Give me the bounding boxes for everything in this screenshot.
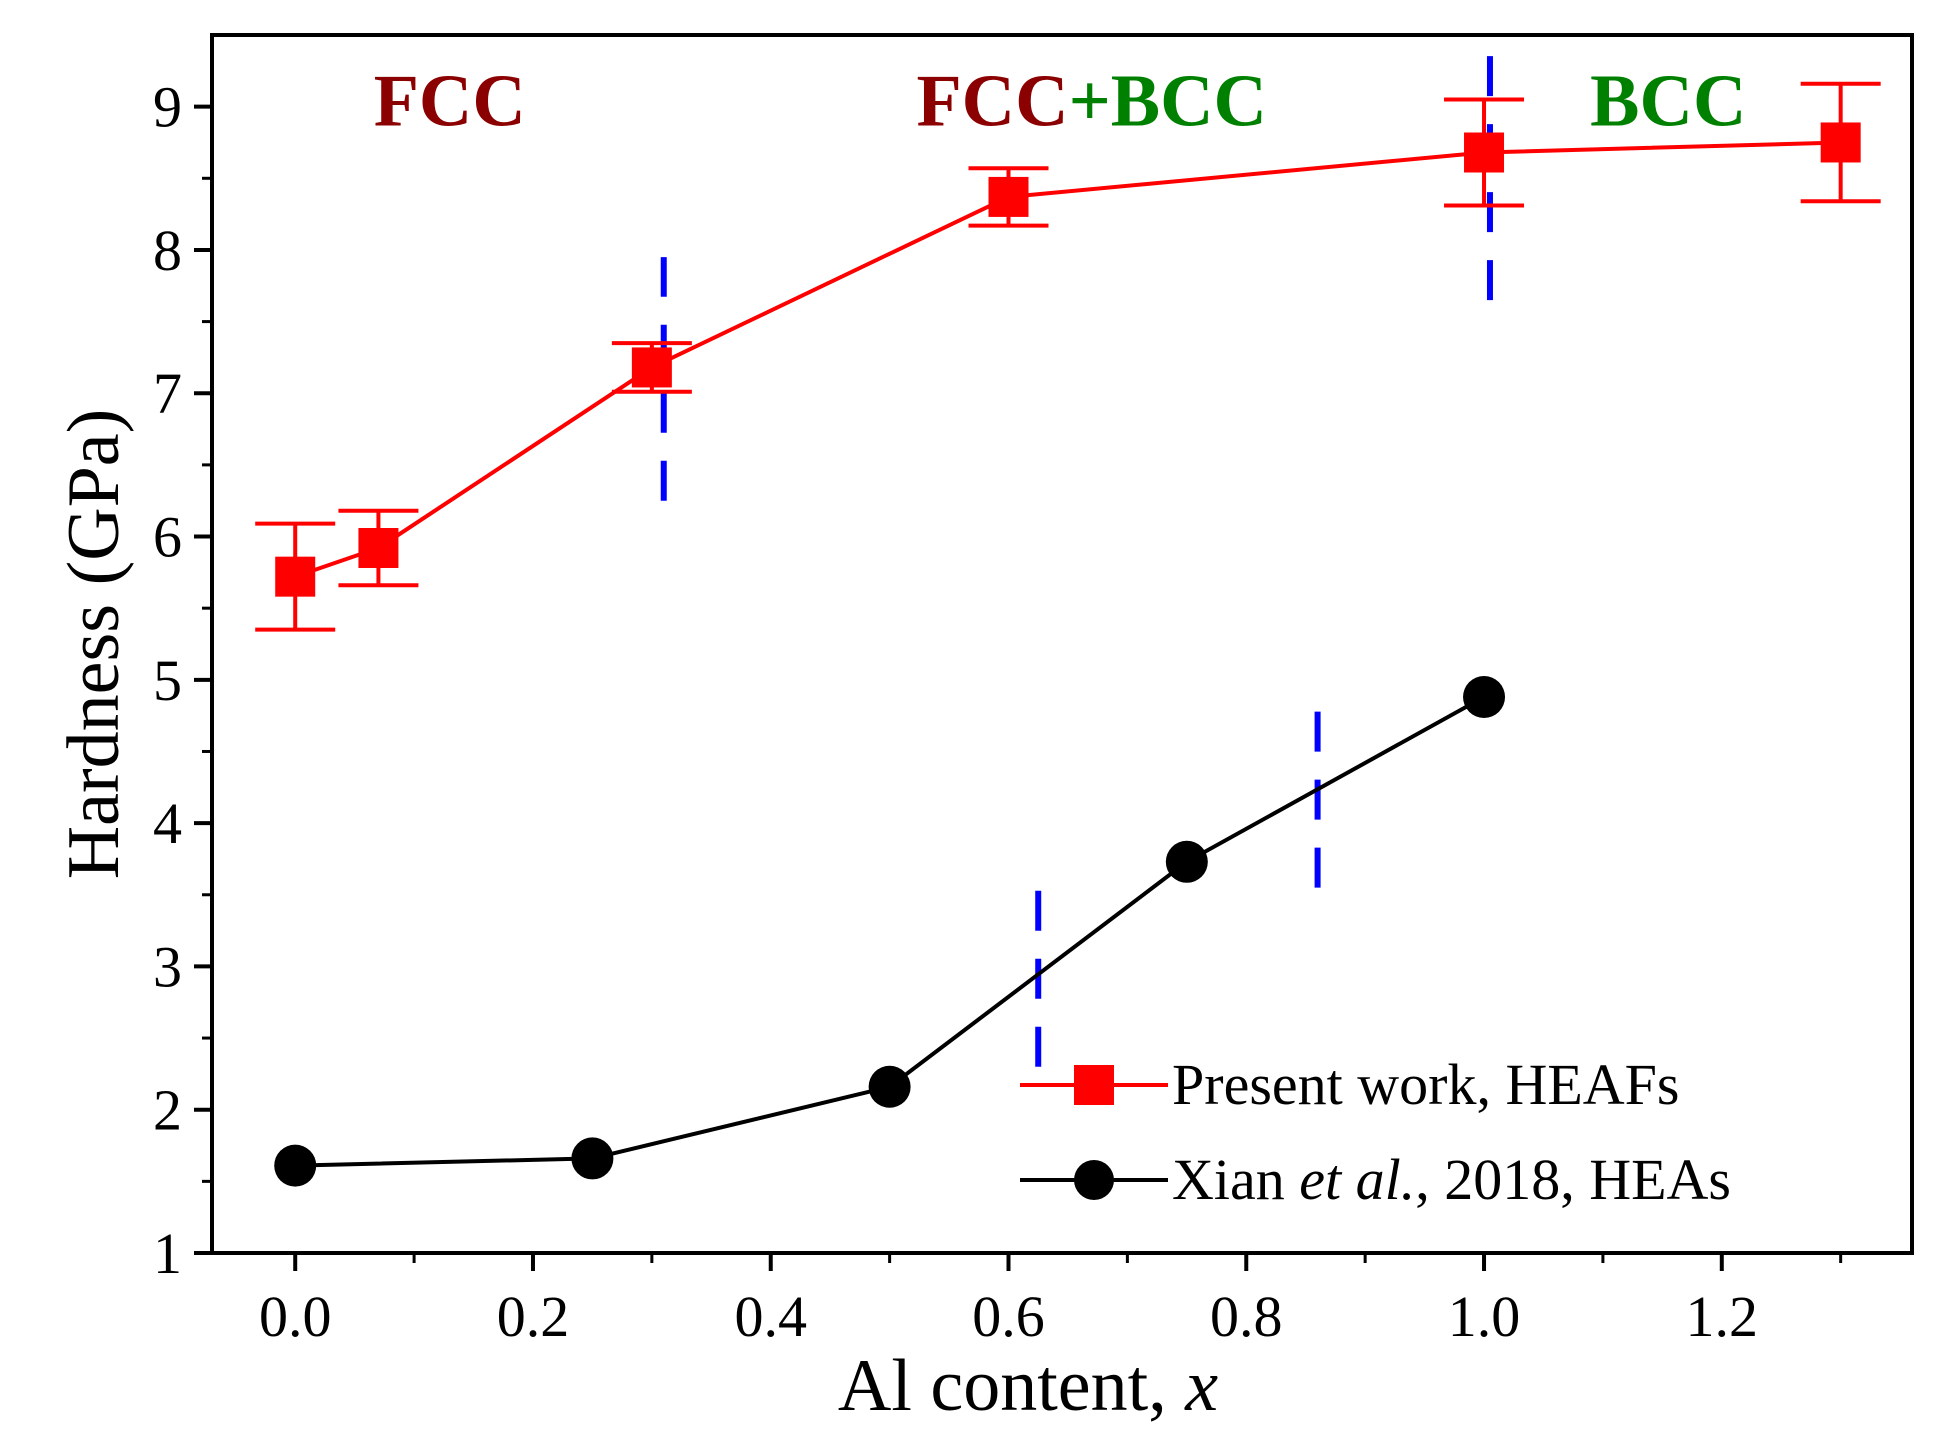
data-point-heas <box>1463 676 1506 719</box>
axes-layer: 0.0 0.2 0.4 0.6 0.8 1.0 1.2 1 2 3 4 5 6 7 8 9 <box>153 75 1843 1349</box>
data-point-heafs <box>358 527 399 568</box>
plot-frame <box>210 33 1914 1255</box>
y-tick-label: 9 <box>153 75 182 140</box>
x-tick-label: 0.0 <box>259 1284 332 1349</box>
phase-boundary-lines <box>660 35 1493 1067</box>
y-tick-label: 3 <box>153 934 182 999</box>
data-point-heafs <box>275 556 316 597</box>
y-tick-label: 7 <box>153 361 182 426</box>
legend: Present work, HEAFs Xian et al., 2018, H… <box>1020 1052 1731 1212</box>
x-axis-title: Al content, x <box>838 1345 1218 1427</box>
series-layer <box>255 81 1881 1187</box>
x-tick-label: 1.2 <box>1686 1284 1759 1349</box>
data-point-heafs <box>1464 132 1505 173</box>
data-point-heas <box>274 1144 317 1187</box>
data-point-heafs <box>988 176 1029 217</box>
y-tick-label: 8 <box>153 218 182 283</box>
y-tick-label: 1 <box>153 1221 182 1286</box>
y-tick-label: 5 <box>153 648 182 713</box>
y-tick-label: 4 <box>153 791 182 856</box>
region-label-fcc: FCC <box>374 60 526 142</box>
region-label-fcc-bcc: FCC+BCC <box>916 60 1267 142</box>
data-point-heas <box>868 1065 911 1108</box>
legend-label-heas: Xian et al., 2018, HEAs <box>1172 1147 1731 1212</box>
data-point-heafs <box>1820 122 1861 163</box>
x-tick-label: 1.0 <box>1448 1284 1521 1349</box>
data-point-heafs <box>631 347 672 388</box>
legend-marker-heas <box>1074 1160 1114 1200</box>
x-tick-label: 0.6 <box>972 1284 1045 1349</box>
legend-label-heafs: Present work, HEAFs <box>1172 1052 1679 1117</box>
legend-marker-heafs <box>1074 1065 1114 1105</box>
series-line-heafs <box>294 140 1841 579</box>
x-tick-label: 0.4 <box>734 1284 807 1349</box>
data-point-heas <box>1165 840 1208 883</box>
region-label-bcc: BCC <box>1590 60 1746 142</box>
y-tick-label: 6 <box>153 505 182 570</box>
data-point-heas <box>571 1137 614 1180</box>
x-tick-label: 0.2 <box>497 1284 570 1349</box>
x-tick-label: 0.8 <box>1210 1284 1283 1349</box>
y-axis-title: Hardness (GPa) <box>53 409 135 880</box>
y-tick-label: 2 <box>153 1078 182 1143</box>
